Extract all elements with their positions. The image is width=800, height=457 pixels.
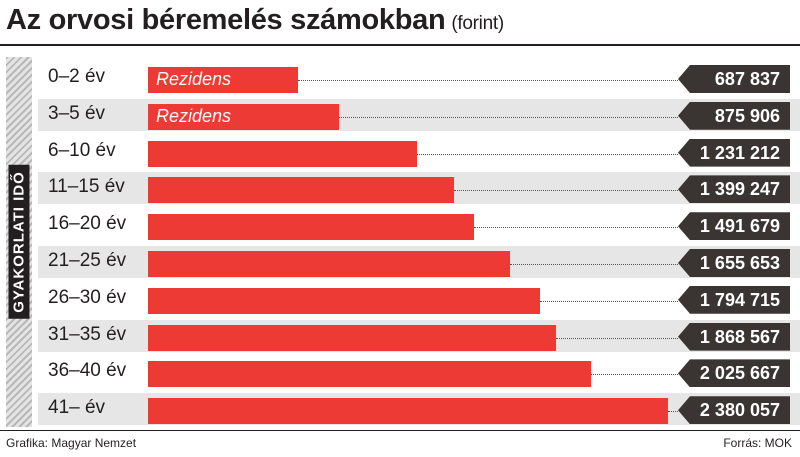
value-badge: 2 025 667 [678,359,790,388]
value-label: 875 906 [714,105,780,126]
value-badge: 687 837 [678,65,790,93]
category-label: 6–10 év [48,139,116,161]
bar-row: 21–25 év 1 655 653 [38,246,800,278]
leader-line [474,227,678,229]
value-badge: 1 399 247 [678,175,790,204]
bar [148,214,474,241]
value-label: 1 399 247 [699,179,780,200]
title-divider [0,44,800,46]
leader-line [591,374,678,376]
bar [148,287,540,314]
value-label: 1 794 715 [699,289,780,310]
value-label: 1 231 212 [699,142,780,163]
leader-line [556,337,678,339]
value-badge: 1 794 715 [678,285,790,314]
bar [148,251,510,277]
bar [148,177,454,204]
leader-line [417,153,678,155]
category-label: 41– év [48,397,106,419]
bar-inline-label: Rezidens [156,105,232,126]
category-label: 0–2 év [48,66,106,87]
value-badge: 1 231 212 [678,138,790,167]
value-badge: 875 906 [678,101,790,130]
chart-subtitle: (forint) [451,13,504,34]
bar: Rezidens [148,67,298,93]
leader-line [298,80,678,81]
value-label: 1 655 653 [699,253,780,273]
category-label: 21–25 év [48,250,127,271]
bar-row: 0–2 év Rezidens 687 837 [38,62,800,94]
bar-row: 3–5 év Rezidens 875 906 [38,98,800,131]
bar-row: 26–30 év 1 794 715 [38,283,800,315]
leader-line [454,190,678,192]
category-label: 11–15 év [48,176,125,198]
chart-title: Az orvosi béremelés számokban (forint) [6,4,504,37]
value-badge: 2 380 057 [678,396,790,425]
source-note: Forrás: MOK [723,436,792,450]
bar [148,324,556,351]
bar-row: 41– év 2 380 057 [38,393,800,426]
value-label: 687 837 [714,69,780,89]
bar-row: 31–35 év 1 868 567 [38,319,800,352]
value-label: 1 868 567 [699,326,780,347]
bottom-divider [0,430,800,431]
leader-line [668,411,678,413]
bar-row: 6–10 év 1 231 212 [38,136,800,168]
category-label: 31–35 év [48,323,127,345]
bar-inline-label: Rezidens [156,69,232,89]
chart-title-text: Az orvosi béremelés számokban [6,4,446,36]
graphic-credit: Grafika: Magyar Nemzet [6,436,137,450]
bar [148,140,417,167]
y-axis-label: GYAKORLATI IDŐ [8,165,30,319]
value-badge: 1 491 679 [678,212,790,241]
category-label: 36–40 év [48,360,127,382]
value-label: 1 491 679 [699,216,780,237]
bar [148,361,591,388]
bar: Rezidens [148,103,339,130]
value-label: 2 380 057 [699,400,780,421]
bar-row: 16–20 év 1 491 679 [38,209,800,241]
leader-line [339,116,678,118]
value-label: 2 025 667 [699,363,780,384]
bar-row: 11–15 év 1 399 247 [38,172,800,205]
category-label: 26–30 év [48,286,127,308]
value-badge: 1 655 653 [678,249,790,277]
bar [148,398,668,425]
leader-line [540,300,678,302]
category-label: 3–5 év [48,102,106,124]
value-badge: 1 868 567 [678,322,790,351]
category-label: 16–20 év [48,213,127,235]
bar-row: 36–40 év 2 025 667 [38,356,800,388]
leader-line [510,264,678,265]
